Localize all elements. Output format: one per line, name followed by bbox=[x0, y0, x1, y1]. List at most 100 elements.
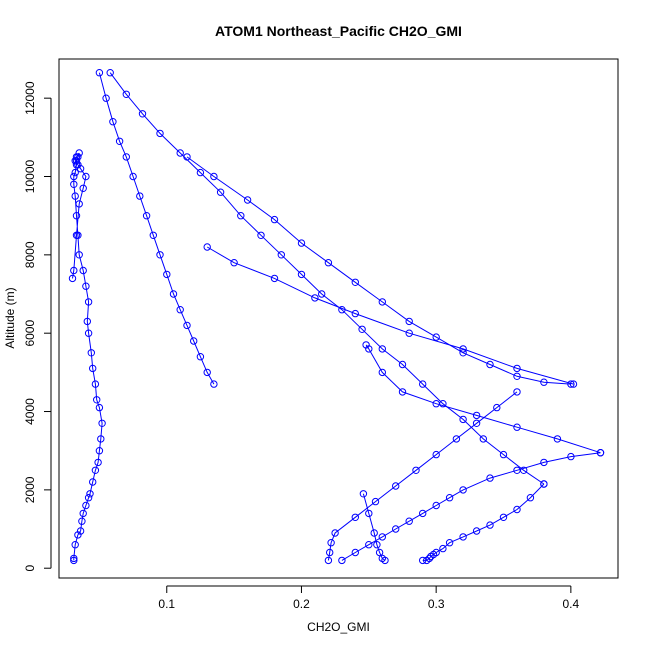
data-point bbox=[94, 458, 102, 467]
data-point bbox=[459, 533, 467, 541]
y-axis: 0 2000 4000 6000 8000 10000 12000 bbox=[23, 81, 52, 572]
data-point bbox=[68, 274, 77, 283]
data-point bbox=[270, 215, 279, 224]
x-tick-label: 0.2 bbox=[293, 597, 310, 611]
data-point bbox=[72, 231, 81, 240]
data-point bbox=[82, 501, 90, 510]
plot-frame bbox=[58, 58, 619, 579]
series-5-line bbox=[186, 156, 571, 385]
data-point bbox=[526, 494, 535, 502]
data-point bbox=[439, 544, 447, 553]
series-8-line bbox=[365, 344, 601, 454]
data-point bbox=[513, 505, 521, 514]
data-point bbox=[311, 294, 319, 302]
data-point bbox=[75, 200, 83, 208]
data-point bbox=[338, 556, 346, 565]
data-point bbox=[70, 172, 78, 181]
data-point bbox=[83, 317, 92, 326]
data-point bbox=[183, 321, 191, 330]
data-point bbox=[79, 266, 87, 275]
data-point bbox=[136, 192, 144, 200]
data-point bbox=[84, 329, 93, 337]
data-point bbox=[82, 172, 90, 181]
data-point bbox=[405, 317, 413, 326]
data-point bbox=[452, 435, 461, 443]
data-point bbox=[176, 149, 184, 157]
data-point bbox=[427, 552, 435, 561]
data-point bbox=[79, 184, 87, 193]
x-tick-label: 0.3 bbox=[428, 597, 445, 611]
data-point bbox=[423, 556, 431, 565]
data-point bbox=[493, 403, 501, 412]
data-point bbox=[351, 309, 359, 318]
data-point bbox=[70, 554, 78, 563]
data-point bbox=[72, 212, 81, 220]
data-point bbox=[297, 270, 306, 279]
data-point bbox=[513, 372, 521, 380]
data-point bbox=[95, 403, 104, 412]
data-point bbox=[381, 556, 389, 565]
data-point bbox=[569, 380, 578, 388]
data-point bbox=[392, 482, 400, 490]
data-point bbox=[362, 341, 370, 349]
data-point bbox=[156, 129, 164, 138]
data-point bbox=[324, 556, 333, 565]
data-point bbox=[378, 368, 386, 377]
data-point bbox=[432, 400, 440, 408]
data-point bbox=[405, 517, 413, 525]
data-point bbox=[277, 251, 285, 259]
data-point bbox=[71, 192, 79, 200]
data-point bbox=[109, 118, 117, 126]
data-point bbox=[567, 452, 575, 461]
data-point bbox=[499, 450, 508, 459]
data-point bbox=[78, 517, 86, 525]
data-point bbox=[98, 419, 106, 427]
data-point bbox=[270, 274, 279, 283]
data-point bbox=[89, 478, 97, 486]
data-point bbox=[176, 306, 184, 314]
data-point bbox=[95, 447, 104, 455]
data-point bbox=[71, 168, 79, 177]
y-tick-label: 0 bbox=[23, 565, 37, 572]
data-point bbox=[237, 212, 245, 220]
data-point bbox=[378, 345, 386, 353]
data-point bbox=[398, 388, 407, 396]
data-point bbox=[79, 509, 87, 518]
data-point bbox=[351, 278, 359, 286]
series-2-line bbox=[98, 72, 215, 385]
data-point bbox=[432, 333, 440, 341]
data-point bbox=[486, 360, 494, 369]
data-point bbox=[445, 539, 454, 547]
data-point bbox=[196, 168, 205, 177]
data-point bbox=[102, 94, 110, 102]
series-7-line bbox=[341, 452, 601, 561]
data-point bbox=[432, 450, 440, 459]
data-point bbox=[230, 259, 238, 267]
y-tick-label: 6000 bbox=[23, 320, 37, 347]
series-3-line bbox=[109, 72, 545, 485]
series-4-line bbox=[422, 483, 545, 561]
data-point bbox=[297, 239, 306, 247]
data-point bbox=[216, 188, 225, 196]
data-point bbox=[540, 480, 548, 488]
data-point bbox=[93, 396, 101, 404]
chart-title: ATOM1 Northeast_Pacific CH2O_GMI bbox=[215, 23, 462, 39]
data-point bbox=[351, 513, 359, 521]
data-point bbox=[378, 533, 386, 541]
data-point bbox=[358, 325, 366, 333]
x-axis-label: CH2O_GMI bbox=[307, 620, 370, 634]
data-point bbox=[370, 529, 378, 537]
data-point bbox=[486, 521, 494, 529]
data-point bbox=[91, 380, 100, 388]
data-point bbox=[405, 329, 413, 337]
series-1-line bbox=[72, 152, 103, 561]
data-point bbox=[190, 337, 198, 345]
data-point bbox=[472, 411, 481, 420]
data-point bbox=[149, 231, 158, 240]
data-point bbox=[97, 435, 105, 443]
data-point bbox=[459, 349, 467, 357]
data-point bbox=[567, 380, 575, 388]
data-point bbox=[419, 380, 427, 388]
data-point bbox=[373, 541, 381, 549]
